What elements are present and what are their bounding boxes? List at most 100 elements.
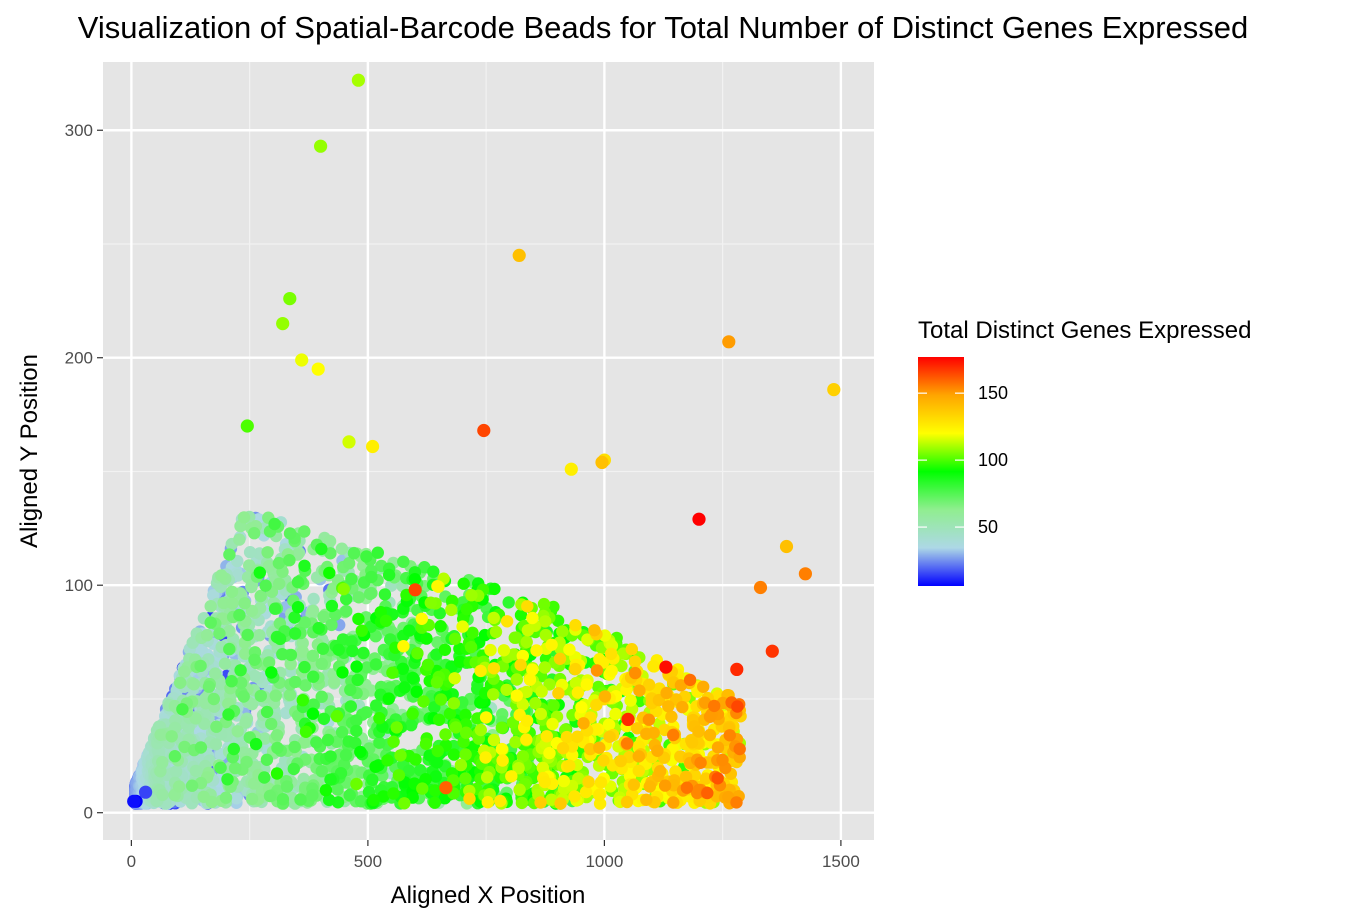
scatter-point [594,776,608,789]
scatter-point [273,577,286,590]
scatter-point [370,699,383,712]
scatter-point [249,737,263,751]
scatter-point [590,698,603,712]
scatter-point [189,764,203,778]
scatter-point [479,711,493,724]
scatter-point [520,685,533,699]
scatter-point [194,659,207,673]
scatter-point [497,644,511,657]
scatter-point [343,789,356,802]
scatter-point [643,780,656,793]
scatter-point [651,744,664,757]
scatter-point [315,690,328,703]
scatter-point [214,761,227,774]
scatter-point [512,248,526,262]
scatter-point [262,559,276,573]
scatter-point [202,680,216,693]
scatter-point [456,620,469,633]
scatter-point [526,611,539,625]
scatter-point [411,647,424,660]
scatter-point [603,730,616,743]
scatter-point [692,512,706,526]
scatter-point [563,643,576,656]
scatter-point [354,745,367,759]
scatter-point [314,139,328,153]
scatter-point [248,653,261,666]
scatter-point [416,782,429,795]
scatter-point [409,753,422,766]
scatter-point [679,770,693,783]
scatter-point [579,785,593,799]
scatter-point [268,602,282,615]
scatter-point [439,781,453,795]
scatter-point [507,648,520,661]
scatter-point [505,770,518,783]
scatter-point [521,624,535,637]
scatter-point [270,729,284,742]
scatter-point [571,686,585,699]
scatter-point [569,662,582,676]
scatter-point [360,550,373,563]
scatter-point [464,640,478,654]
scatter-point [569,676,583,690]
scatter-point [254,689,267,703]
scatter-point [221,773,234,786]
scatter-point [392,769,406,782]
scatter-point [434,693,448,706]
scatter-point [272,556,286,570]
scatter-point [711,741,725,754]
scatter-point [235,676,248,690]
scatter-point [222,708,235,721]
scatter-point [323,566,336,580]
scatter-point [397,555,410,568]
scatter-point [226,597,239,610]
scatter-point [424,596,437,609]
scatter-point [225,585,239,598]
scatter-point [539,615,552,628]
scatter-point [417,695,430,708]
x-tick-label: 0 [127,852,136,871]
y-axis-title: Aligned Y Position [16,354,43,548]
scatter-point [307,698,320,711]
x-tick-label: 1000 [585,852,623,871]
scatter-point [345,635,358,648]
scatter-point [520,714,534,727]
scatter-point [459,748,472,761]
scatter-point [447,697,461,710]
scatter-point [325,618,338,632]
scatter-point [139,785,153,799]
scatter-point [263,789,277,803]
scatter-point [529,697,542,710]
scatter-point [703,710,717,723]
scatter-point [539,628,552,642]
scatter-point [614,754,627,768]
scatter-point [798,567,813,581]
scatter-point [189,712,202,725]
scatter-point [381,754,394,767]
scatter-point [273,632,287,646]
scatter-point [225,675,238,688]
scatter-point [322,793,336,807]
x-axis-title: Aligned X Position [391,882,586,909]
scatter-point [351,73,365,87]
scatter-point [520,635,533,649]
scatter-point [154,728,167,741]
scatter-point [580,678,593,691]
scatter-point [204,600,217,613]
scatter-point [306,707,320,720]
scatter-point [352,612,365,626]
scatter-point [624,694,637,707]
scatter-point [402,764,416,777]
scatter-point [487,611,500,625]
scatter-point [515,796,529,810]
scatter-point [433,607,446,620]
scatter-point [366,773,379,786]
scatter-point [711,772,724,785]
scatter-point [530,644,543,657]
scatter-point [330,710,344,723]
scatter-point [390,721,403,734]
scatter-point [209,667,222,680]
scatter-point [443,707,457,720]
scatter-point [291,601,305,614]
